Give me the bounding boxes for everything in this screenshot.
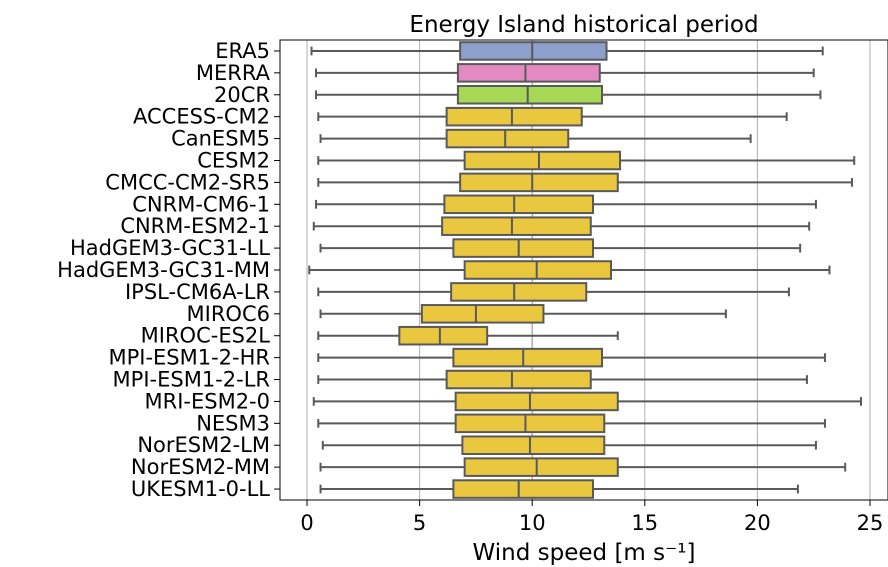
iqr-box bbox=[441, 216, 592, 236]
x-tick-label-25: 25 bbox=[857, 511, 884, 535]
x-axis-label: Wind speed [m s⁻¹] bbox=[473, 540, 696, 566]
category-label-mpi-esm1-2-hr: MPI-ESM1-2-HR bbox=[108, 346, 270, 370]
x-tick-label-15: 15 bbox=[631, 511, 658, 535]
box-nesm3 bbox=[317, 413, 826, 434]
iqr-box bbox=[456, 63, 601, 83]
iqr-box bbox=[459, 172, 619, 193]
iqr-box bbox=[452, 479, 595, 499]
x-tick-label-0: 0 bbox=[300, 511, 313, 535]
iqr-box bbox=[452, 347, 604, 368]
category-label-noresm2-lm: NorESM2-LM bbox=[137, 433, 270, 457]
box-mpi-esm1-2-hr bbox=[317, 347, 826, 368]
category-label-cnrm-cm6-1: CNRM-CM6-1 bbox=[132, 192, 270, 216]
box-mri-esm2-0 bbox=[312, 391, 862, 412]
iqr-box bbox=[398, 325, 489, 346]
iqr-box bbox=[463, 260, 613, 280]
chart-title: Energy Island historical period bbox=[409, 12, 758, 38]
box-hadgem3-gc31-ll bbox=[319, 238, 802, 258]
box-cmcc-cm2-sr5 bbox=[317, 172, 853, 193]
category-label-cnrm-esm2-1: CNRM-ESM2-1 bbox=[120, 214, 270, 238]
box-cnrm-esm2-1 bbox=[312, 216, 811, 236]
category-label-canesm5: CanESM5 bbox=[171, 127, 270, 151]
box-access-cm2 bbox=[317, 106, 788, 127]
category-label-20cr: 20CR bbox=[214, 83, 270, 107]
iqr-box bbox=[445, 369, 592, 390]
box-cesm2 bbox=[317, 150, 856, 171]
category-label-cmcc-cm2-sr5: CMCC-CM2-SR5 bbox=[105, 170, 270, 194]
box-canesm5 bbox=[319, 128, 752, 149]
category-label-ukesm1-0-ll: UKESM1-0-LL bbox=[131, 477, 270, 501]
box-ipsl-cm6a-lr bbox=[317, 282, 790, 302]
iqr-box bbox=[463, 150, 622, 171]
box-20cr bbox=[315, 85, 822, 105]
box-ukesm1-0-ll bbox=[319, 479, 799, 499]
x-tick-label-5: 5 bbox=[413, 511, 426, 535]
iqr-box bbox=[463, 457, 619, 477]
category-label-mri-esm2-0: MRI-ESM2-0 bbox=[145, 389, 271, 413]
iqr-box bbox=[445, 106, 583, 127]
category-label-nesm3: NESM3 bbox=[196, 411, 270, 435]
category-label-merra: MERRA bbox=[196, 61, 271, 85]
category-label-ipsl-cm6a-lr: IPSL-CM6A-LR bbox=[125, 280, 270, 304]
iqr-box bbox=[450, 282, 588, 302]
box-cnrm-cm6-1 bbox=[315, 194, 817, 215]
box-miroc-es2l bbox=[317, 325, 619, 346]
category-label-cesm2: CESM2 bbox=[197, 148, 270, 172]
x-axis-ticks: 0 5 10 15 20 25 bbox=[300, 500, 883, 535]
category-label-hadgem3-gc31-mm: HadGEM3-GC31-MM bbox=[57, 258, 270, 282]
box-layer bbox=[308, 41, 862, 499]
box-mpi-esm1-2-lr bbox=[317, 369, 808, 390]
iqr-box bbox=[452, 238, 595, 258]
x-tick-label-20: 20 bbox=[744, 511, 771, 535]
category-label-era5: ERA5 bbox=[215, 39, 270, 63]
box-merra bbox=[315, 63, 815, 83]
x-tick-label-10: 10 bbox=[519, 511, 546, 535]
iqr-box bbox=[456, 85, 604, 105]
box-hadgem3-gc31-mm bbox=[308, 260, 831, 280]
box-noresm2-mm bbox=[319, 457, 847, 477]
iqr-box bbox=[443, 194, 595, 215]
box-noresm2-lm bbox=[321, 435, 817, 456]
iqr-box bbox=[445, 128, 570, 149]
iqr-box bbox=[454, 391, 619, 412]
iqr-box bbox=[420, 304, 545, 324]
box-miroc6 bbox=[319, 304, 727, 324]
iqr-box bbox=[461, 435, 606, 456]
category-labels: ERA5MERRA20CRACCESS-CM2CanESM5CESM2CMCC-… bbox=[57, 39, 280, 501]
iqr-box bbox=[454, 413, 606, 434]
category-label-hadgem3-gc31-ll: HadGEM3-GC31-LL bbox=[70, 236, 270, 260]
category-label-mpi-esm1-2-lr: MPI-ESM1-2-LR bbox=[113, 368, 270, 392]
iqr-box bbox=[459, 41, 608, 61]
category-label-access-cm2: ACCESS-CM2 bbox=[133, 105, 270, 129]
box-era5 bbox=[310, 41, 824, 61]
category-label-miroc6: MIROC6 bbox=[187, 302, 270, 326]
category-label-miroc-es2l: MIROC-ES2L bbox=[141, 324, 271, 348]
category-label-noresm2-mm: NorESM2-MM bbox=[131, 455, 270, 479]
